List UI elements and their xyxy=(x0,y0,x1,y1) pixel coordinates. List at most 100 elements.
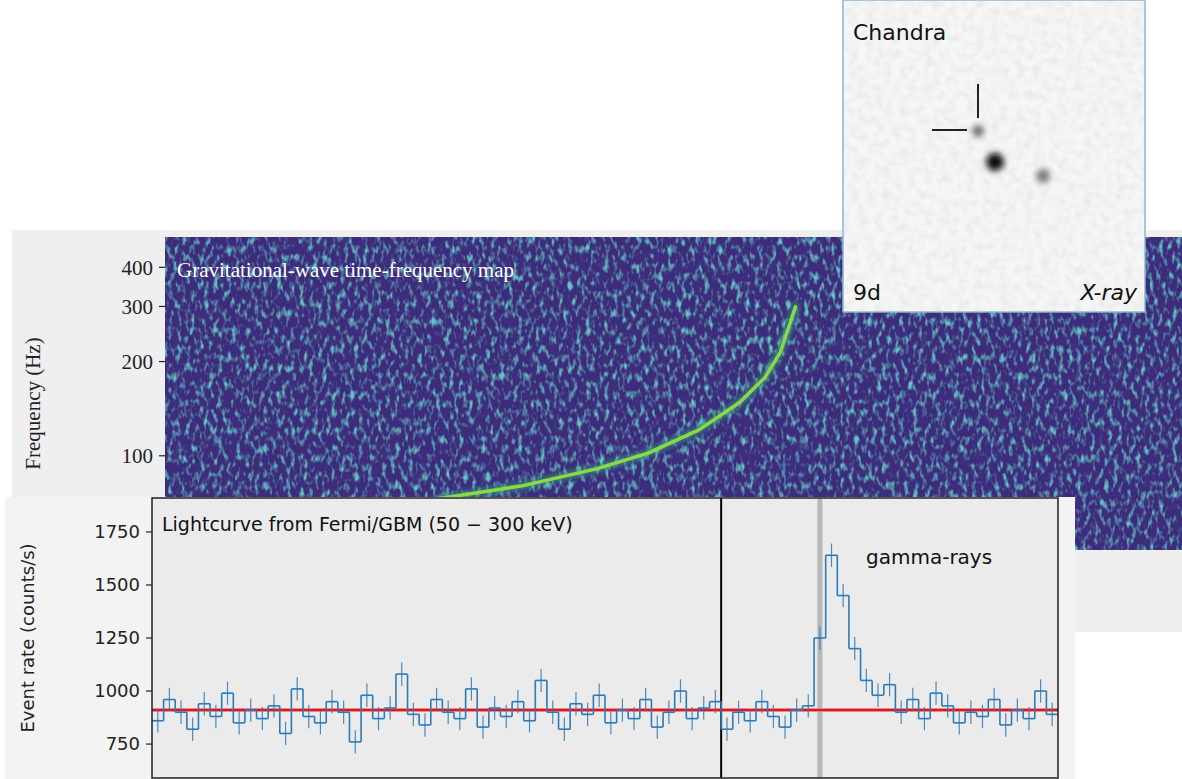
histogram-bin xyxy=(1012,709,1024,711)
histogram-bin xyxy=(768,716,780,718)
inset-noise xyxy=(844,1,1144,311)
y-tick xyxy=(146,584,152,585)
y-tick xyxy=(146,743,152,744)
step-riser xyxy=(384,708,386,719)
histogram-bin xyxy=(570,703,582,705)
y-axis-title: Frequency (Hz) xyxy=(21,337,45,469)
xray-source xyxy=(1036,169,1050,183)
lc-frame xyxy=(152,498,1058,778)
step-riser xyxy=(476,689,478,727)
xray-source xyxy=(986,153,1004,171)
histogram-bin xyxy=(617,709,629,711)
histogram-bin xyxy=(837,595,849,597)
step-riser xyxy=(337,702,339,713)
y-tick xyxy=(146,531,152,532)
y-tick-label: 1500 xyxy=(94,574,140,595)
step-riser xyxy=(546,680,548,712)
histogram-bin xyxy=(1023,718,1035,720)
histogram-bin xyxy=(930,692,942,694)
histogram-bin xyxy=(408,714,420,716)
histogram-bin xyxy=(744,720,756,722)
step-riser xyxy=(442,700,444,713)
step-riser xyxy=(604,695,606,723)
histogram-bin xyxy=(326,701,338,703)
step-riser xyxy=(697,708,699,719)
step-riser xyxy=(813,638,815,706)
step-riser xyxy=(941,693,943,706)
histogram-bin xyxy=(849,648,861,650)
histogram-bin xyxy=(814,637,826,639)
histogram-bin xyxy=(733,711,745,713)
figure: 100200300400Frequency (Hz)Gravitational-… xyxy=(0,0,1182,779)
step-riser xyxy=(895,685,897,713)
step-riser xyxy=(755,702,757,721)
step-riser xyxy=(744,712,746,720)
histogram-bin xyxy=(303,716,315,718)
histogram-bin xyxy=(280,733,292,735)
histogram-bin xyxy=(361,694,373,696)
histogram-bin xyxy=(779,726,791,728)
step-riser xyxy=(511,702,513,717)
chirp-group xyxy=(440,307,796,499)
histogram-bin xyxy=(524,720,536,722)
step-riser xyxy=(418,714,420,725)
step-riser xyxy=(778,716,780,727)
histogram-bin xyxy=(872,694,884,696)
step-riser xyxy=(163,700,165,721)
step-riser xyxy=(964,712,966,723)
histogram-bin xyxy=(257,718,269,720)
y-tick xyxy=(146,637,152,638)
histogram-bin xyxy=(547,711,559,713)
step-riser xyxy=(174,700,176,713)
step-riser xyxy=(569,704,571,729)
step-riser xyxy=(686,691,688,719)
y-tick xyxy=(146,690,152,691)
histogram-bin xyxy=(268,705,280,707)
lc-panel-background xyxy=(5,497,1075,779)
step-riser xyxy=(627,710,629,718)
histogram-bin xyxy=(466,688,478,690)
step-riser xyxy=(674,691,676,712)
step-riser xyxy=(825,555,827,638)
step-riser xyxy=(302,689,304,717)
histogram-bin xyxy=(187,728,199,730)
histogram-bin xyxy=(442,711,454,713)
step-riser xyxy=(1046,691,1048,714)
histogram-bin xyxy=(651,726,663,728)
step-riser xyxy=(186,712,188,729)
histogram-bin xyxy=(477,726,489,728)
histogram-bin xyxy=(698,707,710,709)
panel-title: Gravitational-wave time-frequency map xyxy=(177,258,514,282)
histogram-bin xyxy=(384,707,396,709)
histogram-bin xyxy=(826,554,838,556)
step-riser xyxy=(662,712,664,727)
inset-frame xyxy=(843,0,1145,312)
histogram-bin xyxy=(291,688,303,690)
step-riser xyxy=(732,712,734,729)
histogram-bin xyxy=(559,728,571,730)
histogram-bin xyxy=(233,722,245,724)
step-riser xyxy=(616,710,618,723)
histogram-bin xyxy=(349,741,361,743)
step-riser xyxy=(244,710,246,723)
histogram-bin xyxy=(861,680,873,682)
histogram-bin xyxy=(605,722,617,724)
step-riser xyxy=(790,710,792,727)
histogram-bin xyxy=(500,716,512,718)
step-riser xyxy=(291,689,293,734)
inset-epoch: 9d xyxy=(853,280,881,305)
histogram-bin xyxy=(338,711,350,713)
step-riser xyxy=(267,706,269,719)
histogram-bin xyxy=(977,716,989,718)
step-riser xyxy=(709,702,711,708)
histogram-bin xyxy=(582,714,594,716)
histogram-bin xyxy=(315,722,327,724)
histogram-bin xyxy=(953,722,965,724)
histogram-bin xyxy=(686,718,698,720)
step-riser xyxy=(488,708,490,727)
time-marker xyxy=(720,498,722,778)
step-riser xyxy=(871,680,873,695)
histogram-bin xyxy=(222,692,234,694)
step-riser xyxy=(325,702,327,723)
step-riser xyxy=(372,695,374,718)
